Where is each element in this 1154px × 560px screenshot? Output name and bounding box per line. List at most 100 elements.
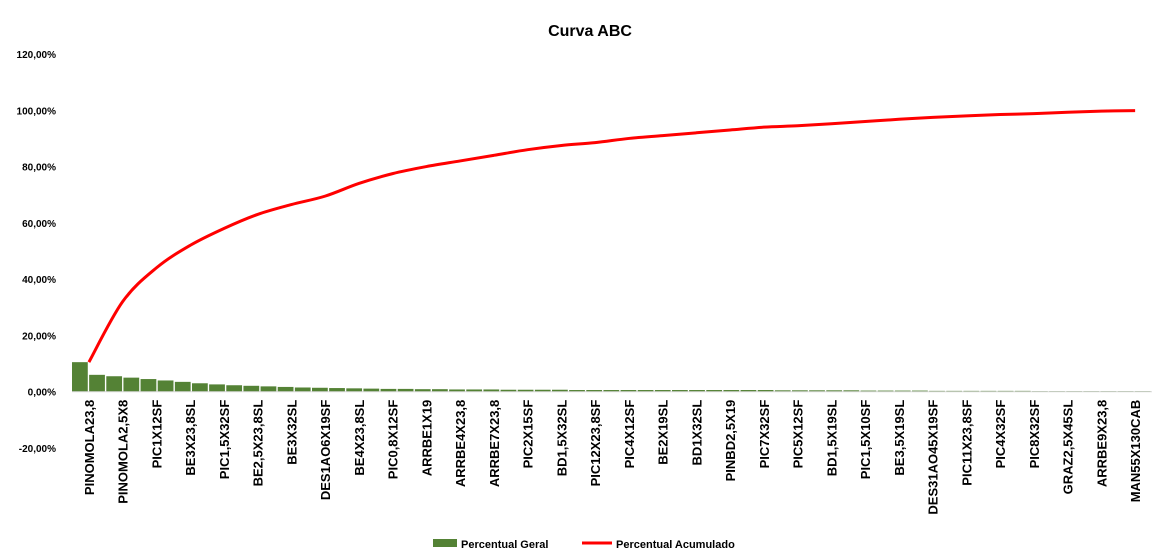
x-tick-label: PIC11X23,8SF [959,400,974,486]
x-tick-label: BE3,5X19SL [892,400,907,476]
bar [689,390,705,392]
legend-label-percentual-acumulado: Percentual Acumulado [616,539,735,551]
x-tick-label: BE2X19SL [656,400,671,465]
x-tick-label: MAN55X130CAB [1128,400,1143,503]
bar [72,362,88,392]
y-tick-label: 40,00% [22,275,56,286]
y-tick-label: 60,00% [22,219,56,230]
legend-label-percentual-geral: Percentual Geral [461,539,548,551]
x-tick-label: ARRBE7X23,8 [487,400,502,487]
bar [620,390,637,392]
x-tick-label: ARRBE4X23,8 [453,400,468,487]
bar [654,390,671,392]
x-tick-label: BD1X32SL [689,400,704,466]
bar [414,389,431,392]
y-tick-label: -20,00% [19,444,56,455]
bar [397,388,414,392]
x-tick-label: GRAZ2,5X45SL [1061,400,1076,495]
percentual-geral-bars [72,362,1151,392]
x-tick-label: DES1AO6X19SF [318,400,333,500]
x-tick-label: PIC12X23,8SF [588,400,603,487]
x-tick-label: ARRBE1X19 [419,400,434,477]
x-tick-label: PINOMOLA2,5X8 [116,400,131,504]
bar [157,380,174,392]
legend-swatch-percentual-geral [433,539,457,547]
y-tick-label: 120,00% [17,50,57,61]
bar [740,390,757,392]
bar [877,390,894,392]
bar [534,389,551,392]
bar [106,376,123,392]
bar [432,389,448,392]
x-tick-label: PIC1,5X10SF [858,400,873,480]
bar [346,388,363,392]
bar [174,381,191,392]
y-tick-label: 80,00% [22,163,56,174]
bar [586,390,603,392]
x-tick-label: PINBD2,5X19 [723,400,738,482]
bar [552,389,568,392]
bar [277,386,294,392]
bar [260,386,277,392]
bar [226,385,243,392]
x-tick-label: PIC1,5X32SF [217,400,232,480]
bar [312,387,328,392]
x-axis-ticks: PINOMOLA23,8 PINOMOLA2,5X8 PIC1X12SF BE3X23… [82,400,1143,515]
bar [500,389,517,392]
bar [380,388,397,392]
y-tick-label: 100,00% [17,106,57,117]
x-tick-label: BE4X23,8SL [352,400,367,476]
x-tick-label: BE2,5X23,8SL [251,400,266,487]
bar [843,390,860,392]
percentual-acumulado-line-group [87,109,1136,363]
y-tick-label: 0,00% [28,388,56,399]
x-tick-label: PIC4X32SF [993,400,1008,469]
bar [706,390,723,392]
x-tick-label: PIC1X12SF [149,400,164,469]
x-tick-label: PIC5X12SF [791,400,806,469]
bar [912,390,928,392]
x-tick-label: ARRBE9X23,8 [1094,400,1109,487]
bar [209,384,225,392]
bar [294,387,311,392]
bar [329,388,345,392]
bar [757,390,774,392]
bar [860,390,877,392]
bar [89,374,105,392]
bar [637,390,654,392]
x-tick-label: PIC2X15SF [521,400,536,469]
bar [140,379,157,392]
x-tick-label: BD1,5X32SL [554,400,569,477]
bar [774,390,791,392]
y-axis-ticks: 120,00% 100,00% 80,00% 60,00% 40,00% 20,00% 0,… [17,50,57,455]
bar [517,389,534,392]
bar [723,390,740,392]
x-tick-label: PINOMOLA23,8 [82,400,97,495]
bar [466,389,483,392]
legend: Percentual Geral Percentual Acumulado [433,539,735,551]
bar [603,390,620,392]
x-tick-label: DES31AO45X19SF [926,400,941,515]
percentual-acumulado-line [87,109,1136,363]
bar [123,377,140,392]
x-tick-label: PIC0,8X12SF [386,400,401,480]
bar [809,390,825,392]
bar [192,383,208,392]
bar [569,390,585,392]
bar [243,385,260,392]
bar [792,390,808,392]
x-tick-label: PIC4X12SF [622,400,637,469]
x-tick-label: BE3X23,8SL [183,400,198,476]
bar [363,388,380,392]
bar [483,389,500,392]
bar [449,389,465,392]
x-tick-label: BE3X32SL [284,400,299,465]
bar [894,390,911,392]
x-tick-label: BD1,5X19SL [824,400,839,477]
y-tick-label: 20,00% [22,331,56,342]
bar [672,390,688,392]
bar [826,390,843,392]
x-tick-label: PIC8X32SF [1027,400,1042,469]
